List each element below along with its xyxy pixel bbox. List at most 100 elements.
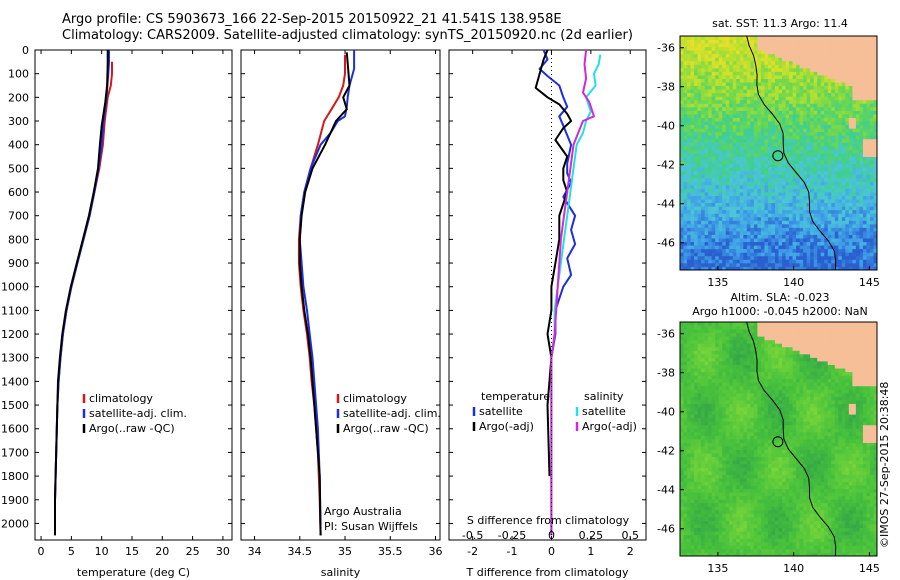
map-cell [774, 509, 779, 514]
map-cell [862, 149, 867, 154]
map-cell [845, 110, 850, 115]
map-cell [803, 177, 808, 182]
map-cell [817, 53, 822, 58]
map-cell [680, 545, 684, 550]
map-cell [743, 248, 748, 253]
map-cell [725, 527, 730, 532]
map-cell [873, 485, 877, 490]
map-cell [845, 541, 850, 546]
map-cell [831, 181, 836, 186]
map-cell [862, 43, 867, 48]
map-cell [841, 75, 846, 79]
map-cell [683, 252, 688, 257]
map-cell [760, 241, 765, 246]
map-cell [680, 57, 684, 62]
map-cell [859, 192, 864, 196]
map-cell [838, 121, 843, 126]
map-cell [732, 149, 737, 154]
map-cell [803, 167, 808, 172]
map-cell [785, 227, 790, 232]
map-cell [718, 474, 723, 479]
map-cell [732, 85, 737, 90]
map-cell [701, 502, 706, 507]
map-cell [680, 255, 684, 260]
map-cell [722, 248, 727, 253]
map-cell [774, 114, 779, 118]
map-cell [852, 153, 857, 157]
map-cell [750, 552, 755, 556]
map-cell [760, 478, 765, 482]
map-cell [852, 534, 857, 539]
map-cell [767, 153, 772, 157]
map-cell [743, 160, 748, 165]
map-cell [834, 255, 839, 260]
map-cell [757, 82, 762, 87]
map-cell [736, 199, 741, 204]
map-cell [708, 114, 713, 118]
map-cell [813, 517, 818, 521]
map-cell [845, 259, 850, 264]
map-cell [680, 103, 684, 108]
map-cell [803, 60, 808, 65]
map-cell [753, 538, 758, 543]
map-cell [708, 541, 713, 546]
map-cell [799, 167, 804, 172]
map-cell [792, 71, 797, 76]
map-cell [831, 206, 836, 211]
map-cell [827, 128, 832, 133]
map-cell [687, 255, 691, 260]
map-cell [732, 227, 737, 232]
map-cell [859, 177, 864, 182]
map-cell [701, 188, 706, 193]
map-cell [680, 485, 684, 490]
map-cell [827, 227, 832, 232]
map-cell [810, 202, 815, 207]
map-cell [806, 92, 811, 97]
map-cell [701, 266, 706, 270]
map-cell [817, 534, 822, 539]
map-cell [796, 227, 801, 232]
map-cell [711, 99, 716, 104]
map-cell [785, 78, 790, 83]
map-cell [690, 121, 695, 126]
map-cell [824, 142, 829, 147]
map-cell [680, 248, 684, 253]
map-cell [869, 128, 874, 133]
map-cell [824, 75, 829, 79]
map-cell [785, 60, 790, 65]
map-cell [739, 67, 744, 72]
map-cell [782, 238, 786, 243]
map-cell [834, 541, 839, 546]
map-cell [683, 50, 688, 55]
map-cell [792, 138, 797, 143]
map-cell [796, 103, 801, 108]
map-cell [718, 96, 723, 101]
map-cell [732, 524, 737, 529]
map-cell [750, 495, 755, 500]
map-cell [701, 548, 706, 553]
map-cell [718, 75, 723, 79]
map-cell [813, 188, 818, 193]
map-cell [841, 167, 846, 172]
map-cell [792, 149, 797, 154]
map-cell [841, 160, 846, 165]
map-cell [869, 524, 874, 529]
map-cell [732, 488, 737, 493]
map-cell [785, 149, 790, 154]
map-cell [687, 160, 691, 165]
map-cell [771, 46, 776, 51]
map-cell [771, 517, 776, 521]
map-cell [729, 71, 734, 76]
map-cell [767, 223, 772, 228]
map-cell [813, 238, 818, 243]
map-cell [680, 520, 684, 525]
map-cell [736, 255, 741, 260]
map-cell [820, 213, 825, 218]
map-cell [855, 485, 860, 490]
map-cell [718, 241, 723, 246]
map-cell [824, 517, 829, 521]
map-cell [753, 156, 758, 161]
map-cell [708, 509, 713, 514]
map-cell [722, 117, 727, 122]
map-cell [715, 71, 720, 76]
